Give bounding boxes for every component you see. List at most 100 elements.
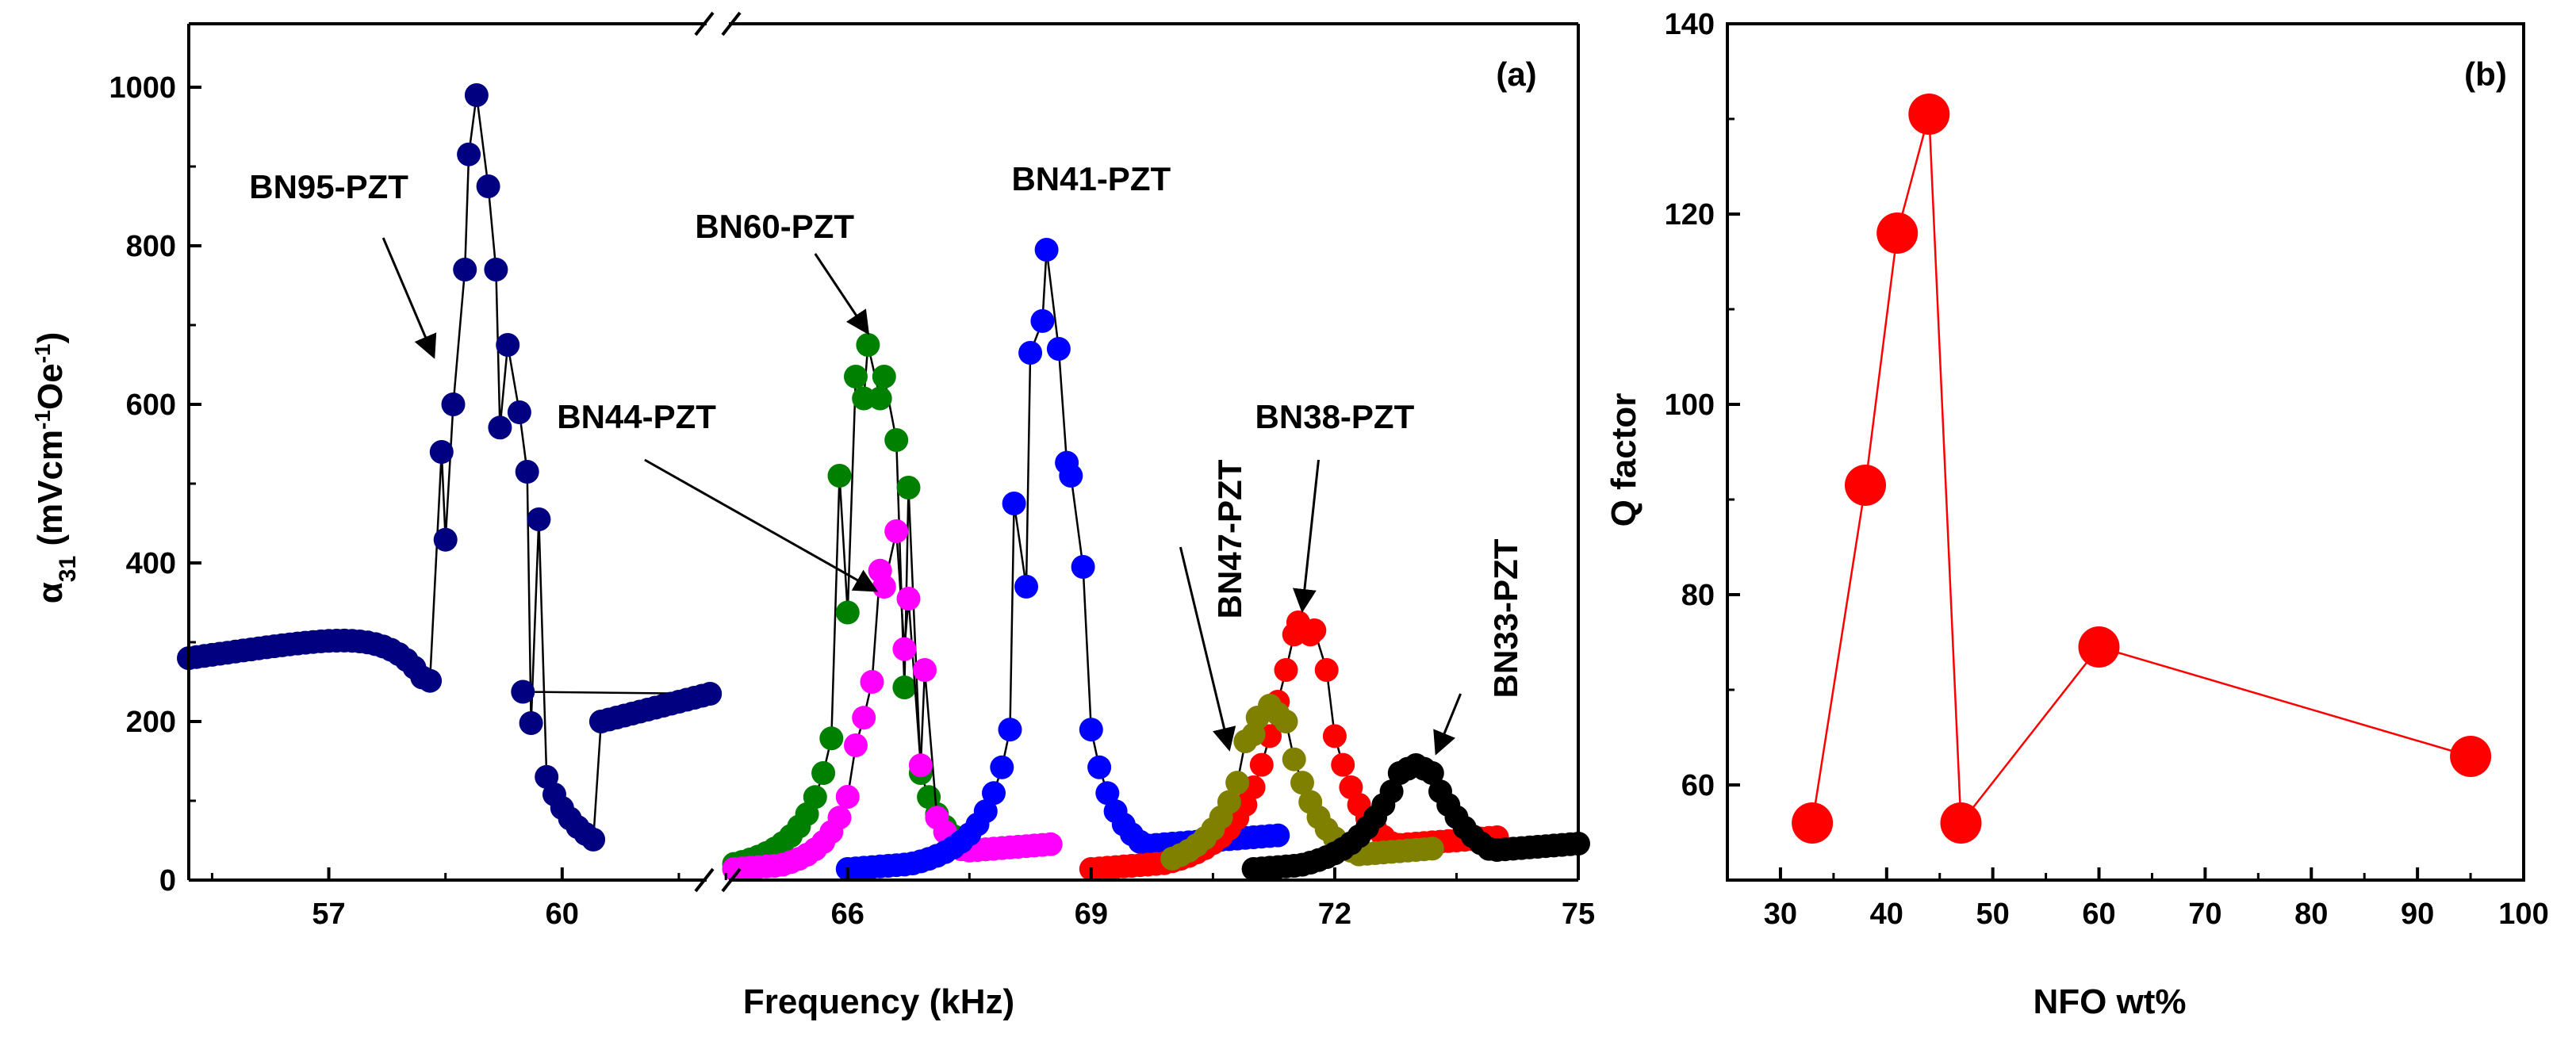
- data-point: [990, 755, 1014, 779]
- panel-b-y-ticks: 60 80 100 120 140: [1665, 8, 1740, 802]
- data-point: [488, 415, 512, 440]
- q-factor-point: [1845, 465, 1886, 506]
- annotation-arrow: [381, 237, 437, 359]
- x-tick-label: 100: [2498, 898, 2548, 931]
- data-point: [453, 258, 477, 281]
- data-point: [892, 637, 917, 661]
- data-point: [844, 733, 868, 757]
- data-point: [998, 718, 1022, 742]
- y-tick-label: 140: [1665, 8, 1715, 41]
- data-point: [913, 658, 937, 682]
- panel-b-series-group: [1792, 94, 2492, 844]
- panel-a-chart: BN95-PZT BN60-PZT BN41-PZT BN44-PZT BN47-PZT…: [30, 11, 1595, 1021]
- data-point: [884, 428, 909, 452]
- panel-a-y-axis-label: α31 (mVcm-1Oe-1): [30, 332, 81, 604]
- axis-break-mark: [694, 11, 715, 36]
- x-tick-label: 40: [1870, 898, 1903, 931]
- x-tick-label: 30: [1764, 898, 1797, 931]
- series-bn60-pzt: [722, 333, 1022, 876]
- ylabel-text: (mVcm: [31, 430, 70, 556]
- ylabel-superscript: -1: [30, 343, 55, 363]
- x-tick-label: 72: [1318, 898, 1351, 931]
- data-point: [1095, 781, 1120, 806]
- series-line: [188, 94, 711, 842]
- axis-break-mark: [721, 867, 742, 893]
- data-point: [1225, 771, 1250, 795]
- data-point: [698, 682, 723, 706]
- panel-b-x-ticks: 30 40 50 60 70 80 90 100: [1764, 867, 2549, 931]
- panel-a-label: (a): [1496, 56, 1536, 93]
- data-point: [433, 527, 458, 552]
- data-point: [1034, 238, 1059, 262]
- data-point: [1274, 658, 1298, 682]
- series-bn95-pzt: [177, 83, 723, 852]
- data-point: [1002, 492, 1026, 515]
- annotation-bn95-pzt: BN95-PZT: [249, 168, 408, 205]
- ylabel-symbol: α: [31, 582, 70, 603]
- x-tick-label: 60: [2082, 898, 2115, 931]
- axis-break-mark: [694, 867, 715, 893]
- x-tick-label: 90: [2401, 898, 2434, 931]
- annotation-bn33-pzt: BN33-PZT: [1487, 538, 1524, 698]
- data-point: [835, 785, 860, 809]
- annotation-bn41-pzt: BN41-PZT: [1011, 160, 1171, 197]
- data-point: [884, 519, 909, 543]
- data-point: [872, 365, 896, 389]
- x-tick-label: 50: [1976, 898, 2010, 931]
- data-point: [892, 676, 917, 699]
- ylabel-superscript: -1: [30, 410, 55, 430]
- data-point: [457, 142, 481, 167]
- data-point: [1302, 618, 1327, 642]
- y-tick-label: 80: [1681, 579, 1715, 612]
- data-point: [1018, 341, 1043, 365]
- x-tick-label: 57: [312, 898, 345, 931]
- data-point: [1038, 832, 1063, 856]
- annotation-arrow: [1179, 546, 1236, 752]
- data-point: [1079, 718, 1103, 742]
- series-bn44-pzt: [722, 519, 1063, 881]
- data-point: [484, 258, 508, 281]
- data-point: [1087, 755, 1112, 779]
- data-point: [1059, 464, 1083, 488]
- y-tick-label: 0: [159, 864, 176, 898]
- data-point: [803, 785, 827, 810]
- panel-b-x-axis-label: NFO wt%: [2033, 982, 2186, 1021]
- series-bn33-pzt: [1241, 753, 1590, 881]
- annotation-arrow: [644, 458, 879, 592]
- panel-a-x-axis-label: Frequency (kHz): [743, 982, 1014, 1021]
- y-tick-label: 100: [1665, 389, 1715, 422]
- x-tick-label: 69: [1075, 898, 1108, 931]
- q-factor-point: [1908, 94, 1950, 135]
- data-point: [1046, 337, 1071, 361]
- x-tick-label: 70: [2188, 898, 2221, 931]
- ylabel-text: Oe: [31, 363, 70, 410]
- y-tick-label: 1000: [109, 71, 176, 105]
- annotation-arrow: [1292, 459, 1320, 613]
- y-tick-label: 800: [126, 230, 176, 263]
- data-point: [973, 799, 998, 824]
- q-factor-point: [2078, 626, 2120, 668]
- data-point: [856, 333, 880, 357]
- data-point: [1314, 658, 1339, 682]
- q-factor-point: [2450, 736, 2492, 777]
- data-point: [1266, 823, 1290, 848]
- data-point: [519, 711, 543, 735]
- data-point: [827, 464, 852, 488]
- data-point: [1030, 308, 1055, 333]
- data-point: [476, 174, 500, 198]
- data-point: [896, 587, 921, 611]
- data-point: [496, 333, 520, 357]
- data-point: [1420, 836, 1444, 861]
- data-point: [515, 460, 539, 484]
- series-line: [734, 344, 1010, 865]
- data-point: [852, 386, 876, 411]
- data-point: [844, 365, 868, 389]
- ylabel-text: ): [31, 332, 70, 344]
- x-tick-label: 60: [546, 898, 579, 931]
- data-point: [511, 679, 535, 704]
- y-tick-label: 200: [126, 706, 176, 739]
- data-point: [581, 827, 606, 852]
- data-point: [1249, 752, 1274, 777]
- data-point: [860, 670, 884, 694]
- data-point: [819, 726, 844, 751]
